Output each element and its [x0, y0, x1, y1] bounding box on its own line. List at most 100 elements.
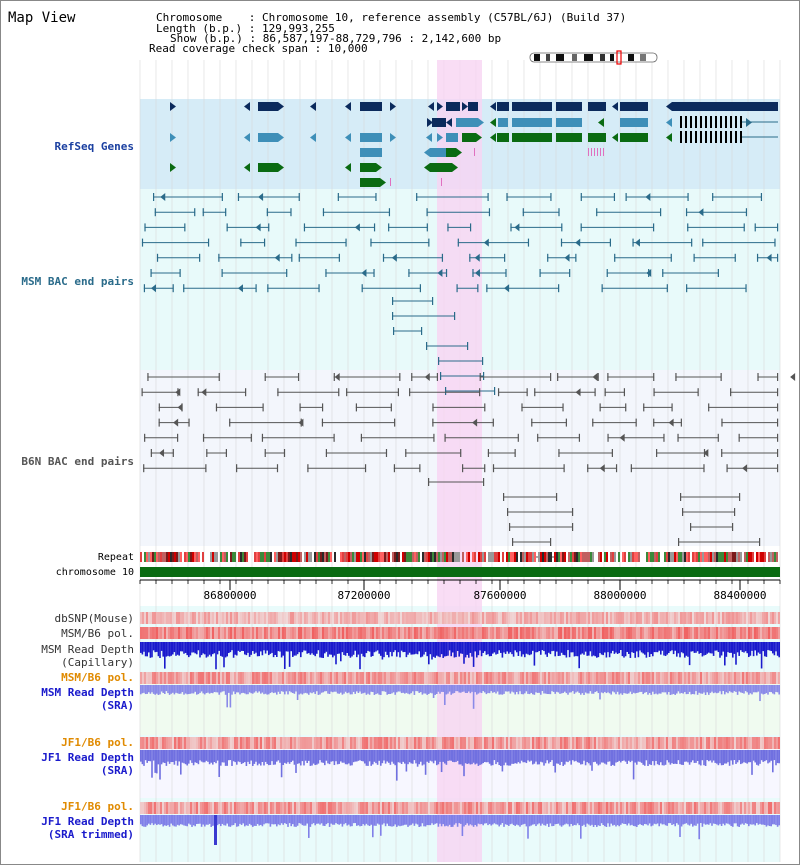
- jf1-trimmed-depth-bar: [596, 815, 598, 827]
- jf1-trimmed-depth-bar: [700, 815, 702, 824]
- jf1-b6-pol2-heat-cell: [612, 802, 614, 814]
- msm-b6-pol2-heat-cell: [678, 672, 680, 684]
- msm-b6-pol-heat-cell: [754, 627, 756, 639]
- jf1-trimmed-depth-bar: [572, 815, 574, 826]
- dbsnp-heat-cell: [640, 612, 642, 624]
- jf1-sra-depth-bar: [464, 750, 467, 764]
- jf1-b6-pol-heat-cell: [394, 737, 396, 749]
- bac-arrow: [175, 388, 181, 397]
- jf1-trimmed-depth-bar: [648, 815, 651, 824]
- msm-capillary-depth-bar: [576, 642, 579, 657]
- msm-b6-pol2-heat-cell: [408, 672, 410, 684]
- jf1-sra-depth-bar: [679, 750, 681, 765]
- repeat-segment: [502, 552, 504, 562]
- msm-capillary-depth-bar: [375, 642, 377, 652]
- msm-b6-pol-heat-cell: [680, 627, 682, 639]
- msm-capillary-depth-bar: [391, 642, 393, 657]
- msm-sra-depth-bar: [400, 685, 403, 694]
- jf1-b6-pol2-heat-cell: [740, 802, 742, 814]
- dbsnp-heat-cell: [672, 612, 674, 624]
- msm-b6-pol-heat-cell: [598, 627, 600, 639]
- jf1-b6-pol2-heat-cell: [506, 802, 508, 814]
- msm-capillary-depth-bar: [764, 642, 766, 657]
- jf1-trimmed-depth-bar: [223, 815, 225, 826]
- bac-end: [215, 403, 218, 412]
- bac-end: [677, 433, 679, 442]
- jf1-b6-pol-heat-cell: [692, 737, 694, 749]
- dbsnp-heat-cell: [214, 612, 216, 624]
- dbsnp-heat-cell: [756, 612, 758, 624]
- msm-b6-pol2-heat-cell: [752, 672, 754, 684]
- msm-capillary-depth-bar: [476, 642, 478, 658]
- jf1-trimmed-depth-bar: [404, 815, 406, 825]
- msm-capillary-depth-bar: [295, 642, 297, 656]
- jf1-b6-pol2-heat-cell: [608, 802, 610, 814]
- msm-b6-pol2-heat-cell: [150, 672, 152, 684]
- bac-arrow: [474, 253, 480, 262]
- jf1-trimmed-depth-bar: [442, 815, 444, 825]
- jf1-b6-pol2-heat-cell: [680, 802, 682, 814]
- jf1-sra-depth-bar: [349, 750, 352, 766]
- msm-b6-pol-heat-cell: [446, 627, 448, 639]
- msm-sra-depth-bar: [439, 685, 441, 694]
- jf1-trimmed-depth-bar: [165, 815, 168, 826]
- jf1-b6-pol-heat-cell: [604, 737, 606, 749]
- jf1-sra-depth-bar: [389, 750, 392, 765]
- label-refseq-genes[interactable]: RefSeq Genes: [54, 140, 134, 153]
- bac-end: [361, 284, 363, 293]
- bac-end: [507, 508, 509, 516]
- dbsnp-heat-cell: [518, 612, 520, 624]
- repeat-segment: [710, 552, 712, 562]
- msm-sra-depth-bar: [368, 685, 371, 695]
- msm-b6-pol2-heat-cell: [446, 672, 448, 684]
- jf1-b6-pol-heat-cell: [514, 737, 516, 749]
- repeat-segment: [588, 552, 590, 562]
- jf1-trimmed-depth-bar: [183, 815, 185, 826]
- jf1-b6-pol-heat-cell: [140, 737, 142, 749]
- msm-b6-pol2-heat-cell: [254, 672, 256, 684]
- jf1-b6-pol-heat-cell: [370, 737, 372, 749]
- jf1-sra-depth-bar: [562, 750, 564, 766]
- msm-sra-depth-bar: [204, 685, 206, 695]
- msm-capillary-depth-bar: [301, 642, 304, 653]
- jf1-sra-depth-bar: [676, 750, 678, 764]
- jf1-sra-depth-bar: [240, 750, 243, 765]
- jf1-b6-pol2-heat-cell: [192, 802, 194, 814]
- jf1-b6-pol-heat-cell: [216, 737, 218, 749]
- repeat-segment: [758, 552, 760, 562]
- jf1-b6-pol-heat-cell: [752, 737, 754, 749]
- jf1-b6-pol2-heat-cell: [224, 802, 226, 814]
- label-b6n-bac[interactable]: B6N BAC end pairs: [21, 455, 134, 468]
- jf1-sra-depth-bar: [416, 750, 419, 767]
- jf1-b6-pol2-heat-cell: [184, 802, 186, 814]
- msm-capillary-depth-bar: [696, 642, 699, 652]
- bac-end: [152, 193, 155, 201]
- msm-b6-pol2-heat-cell: [690, 672, 692, 684]
- repeat-segment: [412, 552, 414, 562]
- jf1-sra-depth-bar: [612, 750, 614, 765]
- msm-b6-pol2-heat-cell: [152, 672, 154, 684]
- dbsnp-heat-cell: [514, 612, 516, 624]
- msm-b6-pol2-heat-cell: [476, 672, 478, 684]
- jf1-sra-depth-bar: [684, 750, 686, 762]
- msm-b6-pol-heat-cell: [496, 627, 498, 639]
- bac-end: [338, 253, 340, 262]
- msm-sra-depth-bar: [690, 685, 692, 695]
- jf1-b6-pol-heat-cell: [560, 737, 562, 749]
- msm-capillary-depth-bar: [368, 642, 371, 652]
- msm-sra-depth-bar: [242, 685, 244, 693]
- exon-tick: [735, 116, 737, 128]
- jf1-b6-pol-heat-cell: [742, 737, 744, 749]
- label-msm-bac[interactable]: MSM BAC end pairs: [21, 275, 134, 288]
- jf1-b6-pol-heat-cell: [530, 737, 532, 749]
- msm-sra-depth-bar: [756, 685, 758, 693]
- msm-sra-depth-bar: [730, 685, 732, 693]
- msm-sra-depth-bar: [741, 685, 744, 693]
- jf1-b6-pol2-heat-cell: [206, 802, 208, 814]
- msm-sra-depth-bar: [626, 685, 628, 694]
- bac-end: [321, 418, 324, 427]
- jf1-trimmed-depth-bar: [244, 815, 246, 827]
- msm-b6-pol-heat-cell: [776, 627, 778, 639]
- repeat-segment: [348, 552, 350, 562]
